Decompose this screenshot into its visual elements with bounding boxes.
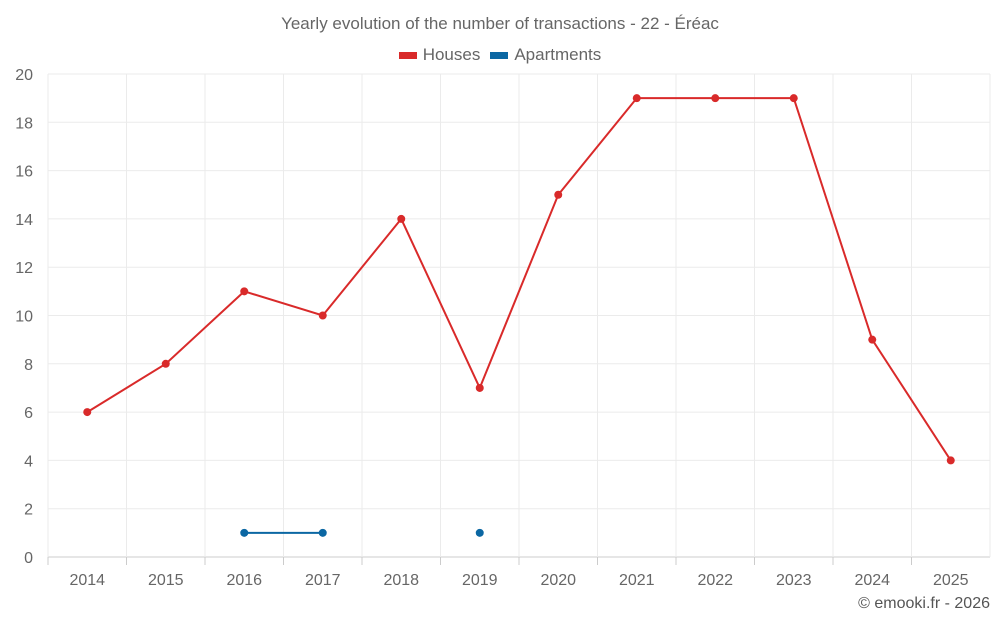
y-tick-label: 0	[24, 550, 33, 567]
credit-text: © emooki.fr - 2026	[858, 595, 990, 612]
x-tick-label: 2024	[854, 572, 890, 589]
y-tick-label: 4	[24, 453, 33, 470]
x-tick-label: 2016	[226, 572, 262, 589]
x-tick-label: 2025	[933, 572, 969, 589]
data-point-houses	[554, 190, 563, 199]
data-point-houses	[711, 94, 720, 103]
y-tick-label: 14	[15, 212, 33, 229]
data-point-apartments	[240, 528, 249, 537]
legend-swatch-apartments	[490, 51, 509, 59]
x-tick-label: 2022	[697, 572, 733, 589]
chart-title: Yearly evolution of the number of transa…	[281, 14, 719, 33]
y-tick-label: 18	[15, 115, 33, 132]
data-point-houses	[868, 335, 877, 344]
x-tick-label: 2020	[540, 572, 576, 589]
series-line-houses	[86, 97, 952, 461]
legend: Houses Apartments	[0, 45, 1000, 65]
data-point-houses	[83, 408, 92, 417]
y-tick-label: 6	[24, 405, 33, 422]
x-tick-label: 2019	[462, 572, 498, 589]
legend-label-houses: Houses	[422, 45, 481, 64]
data-point-houses	[397, 214, 406, 223]
y-tick-label: 16	[15, 164, 33, 181]
y-tick-label: 8	[24, 357, 33, 374]
data-point-apartments	[318, 528, 327, 537]
y-tick-label: 10	[15, 309, 33, 326]
data-point-houses	[161, 359, 170, 368]
legend-item-apartments[interactable]: Apartments	[490, 45, 601, 65]
x-tick-label: 2015	[148, 572, 184, 589]
x-tick-label: 2018	[383, 572, 419, 589]
y-tick-label: 12	[15, 260, 33, 277]
data-point-houses	[946, 456, 955, 465]
data-point-houses	[789, 94, 798, 103]
legend-item-houses[interactable]: Houses	[398, 45, 481, 65]
data-point-apartments	[475, 528, 484, 537]
data-point-houses	[318, 311, 327, 320]
x-tick-label: 2017	[305, 572, 341, 589]
legend-label-apartments: Apartments	[514, 45, 602, 64]
y-tick-label: 20	[15, 67, 33, 84]
x-tick-label: 2014	[69, 572, 105, 589]
x-tick-label: 2021	[619, 572, 655, 589]
data-point-houses	[475, 383, 484, 392]
y-tick-label: 2	[24, 502, 33, 519]
data-point-houses	[240, 287, 249, 296]
data-point-houses	[632, 94, 641, 103]
x-tick-label: 2023	[776, 572, 812, 589]
legend-swatch-houses	[398, 51, 417, 59]
